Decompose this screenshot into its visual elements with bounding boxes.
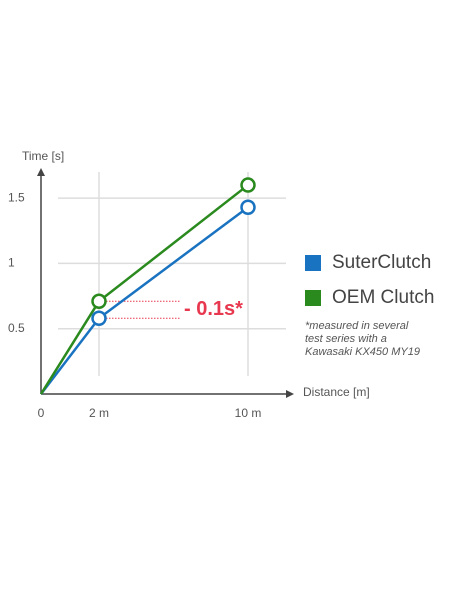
y-axis-label: Time [s] [22, 149, 64, 163]
annotation: - 0.1s* [184, 298, 243, 320]
point [240, 177, 256, 193]
point [91, 310, 107, 327]
x-tick-label: 0 [38, 406, 45, 420]
series-line [39, 184, 249, 395]
legend-label: SuterClutch [332, 252, 431, 273]
legend-swatch [305, 255, 321, 271]
legend-label: OEM Clutch [332, 287, 434, 308]
x-tick-label: 10 m [235, 406, 262, 420]
y-tick-label: 1 [8, 256, 15, 270]
y-tick-label: 0.5 [8, 321, 25, 335]
y-tick-label: 1.5 [8, 190, 25, 204]
legend-swatch [305, 290, 321, 306]
note: Kawasaki KX450 MY19 [305, 346, 420, 358]
note: *measured in several [305, 320, 409, 332]
x-tick-label: 2 m [89, 406, 109, 420]
x-axis-label: Distance [m] [303, 385, 370, 399]
point [240, 199, 256, 216]
note: test series with a [305, 333, 387, 345]
point [91, 293, 107, 310]
